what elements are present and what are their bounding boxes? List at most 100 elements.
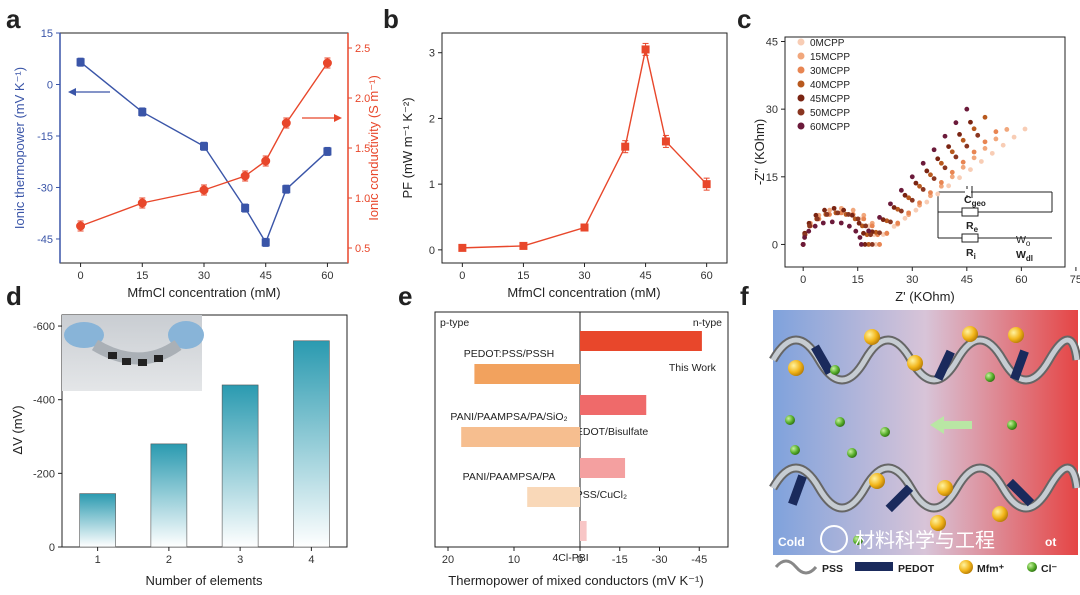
watermark-text: 材料科学与工程 <box>855 528 995 552</box>
nyquist-point-0 <box>935 191 941 197</box>
mfm-ion <box>788 360 804 376</box>
bar-d <box>79 493 116 548</box>
nyquist-point-6 <box>858 242 864 247</box>
nyquist-point-6 <box>853 228 859 234</box>
xlabel-d: Number of elements <box>145 573 263 588</box>
mfm-ion <box>930 515 946 531</box>
x-tick-label-a: 15 <box>136 270 148 282</box>
y-tick-label-left-a: -15 <box>37 131 53 143</box>
circuit-ri: Ri <box>966 247 976 261</box>
schematic-f: Cold ot 材料科学与工程 PSS PEDOT Mfm⁺ Cl⁻ <box>769 310 1080 575</box>
panel-label-b: b <box>383 4 399 34</box>
nyquist-point-4 <box>902 192 908 198</box>
data-point-a-circle <box>240 171 250 181</box>
y-tick-label-left-a: 15 <box>41 28 53 40</box>
legend-marker-c <box>797 80 805 88</box>
p-type-label: p-type <box>440 317 469 329</box>
cl-ion <box>830 365 840 375</box>
nyquist-point-0 <box>989 150 995 156</box>
nyquist-point-6 <box>806 228 812 234</box>
mfm-ion <box>907 355 923 371</box>
mfm-ion <box>864 329 880 345</box>
y-tick-label-c: 30 <box>766 104 778 116</box>
data-point-a-square <box>76 58 85 67</box>
nyquist-point-4 <box>935 156 941 162</box>
nyquist-point-6 <box>964 106 970 112</box>
nyquist-point-5 <box>942 165 948 171</box>
legend-marker-c <box>797 108 805 116</box>
nyquist-point-3 <box>873 229 879 235</box>
nyquist-point-3 <box>895 206 901 212</box>
panel-label-c: c <box>737 4 751 34</box>
x-tick-label-c: 45 <box>961 274 973 286</box>
nyquist-point-4 <box>913 180 919 186</box>
gradient-background <box>773 310 1078 555</box>
pedot-segment <box>811 344 834 375</box>
photo-element <box>138 359 147 366</box>
ylabel-left-a: Ionic thermopower (mV K⁻¹) <box>12 67 27 229</box>
bar-d <box>293 340 330 548</box>
data-point-a-circle <box>199 185 209 195</box>
xlabel-e: Thermopower of mixed conductors (mV K⁻¹) <box>448 573 703 588</box>
bar-e <box>527 487 580 507</box>
pedot-segment <box>885 484 914 513</box>
nyquist-point-0 <box>1011 134 1017 140</box>
capacitor-gap <box>965 189 971 195</box>
nyquist-point-5 <box>920 187 926 192</box>
nyquist-point-3 <box>884 218 890 224</box>
x-tick-label-a: 45 <box>260 270 272 282</box>
legend-label-c: 40MCPP <box>810 80 850 91</box>
y-tick-label-d: -200 <box>33 468 55 480</box>
n-type-label: n-type <box>693 317 722 329</box>
nyquist-point-6 <box>829 219 835 225</box>
nyquist-point-6 <box>942 133 948 139</box>
nyquist-point-6 <box>800 242 806 247</box>
nyquist-point-5 <box>846 212 851 217</box>
bar-label-e: This Work <box>669 362 717 374</box>
nyquist-point-0 <box>1000 142 1006 148</box>
nyquist-point-6 <box>953 120 959 126</box>
nyquist-point-4 <box>841 207 847 213</box>
legend-pss-label: PSS <box>822 563 843 575</box>
nyquist-point-0 <box>891 224 897 229</box>
x-tick-label-d: 3 <box>237 554 243 566</box>
photo-glove-left <box>64 322 104 348</box>
panel-label-f: f <box>740 281 749 311</box>
nyquist-point-4 <box>856 220 862 226</box>
legend-label-c: 0MCPP <box>810 38 845 49</box>
nyquist-point-1 <box>960 164 966 170</box>
data-point-a-circle <box>261 156 271 166</box>
x-tick-label-b: 30 <box>578 270 590 282</box>
circuit-inset <box>937 186 1053 243</box>
x-tick-label-c: 30 <box>906 274 918 286</box>
legend-marker-c <box>797 52 805 60</box>
nyquist-point-4 <box>849 212 855 218</box>
nyquist-point-3 <box>928 172 933 178</box>
nyquist-point-6 <box>838 220 844 226</box>
data-point-b <box>702 180 711 189</box>
bar-e <box>580 331 702 351</box>
bar-d <box>221 384 259 548</box>
y-tick-label-b: 3 <box>429 48 435 60</box>
x-tick-label-e: -45 <box>691 554 707 566</box>
panel-label-a: a <box>6 4 21 34</box>
pedot-segment <box>788 474 807 506</box>
bar-e <box>580 395 647 415</box>
series-line-a-0 <box>80 61 328 244</box>
data-point-a-circle <box>322 58 332 68</box>
nyquist-point-4 <box>968 119 973 125</box>
x-tick-label-e: -15 <box>612 554 628 566</box>
cold-label: Cold <box>778 535 805 549</box>
xlabel-c: Z' (KOhm) <box>895 289 955 304</box>
nyquist-point-1 <box>1004 127 1010 132</box>
nyquist-point-6 <box>898 187 904 193</box>
nyquist-point-4 <box>891 205 897 210</box>
bar-e <box>474 364 580 384</box>
mfm-ion <box>992 506 1008 522</box>
nyquist-point-2 <box>971 149 977 155</box>
nyquist-point-0 <box>880 232 886 237</box>
legend-label-c: 15MCPP <box>810 52 850 63</box>
x-tick-label-d: 2 <box>166 554 172 566</box>
nyquist-point-4 <box>862 242 868 247</box>
y-tick-label-left-a: -30 <box>37 182 53 194</box>
